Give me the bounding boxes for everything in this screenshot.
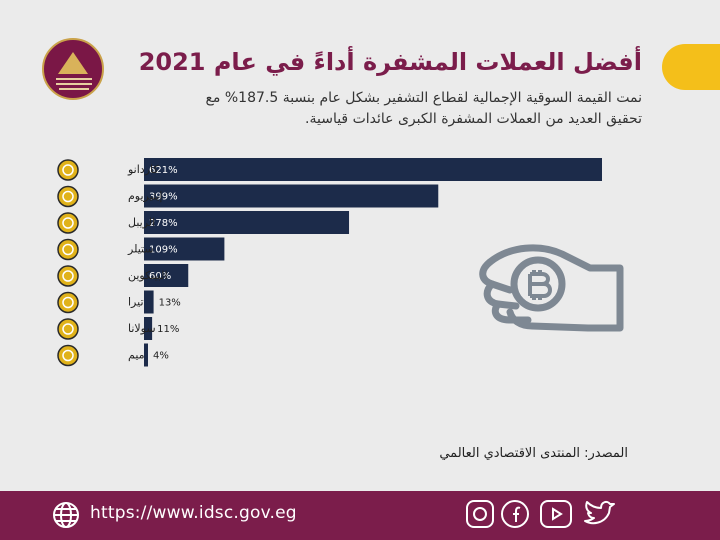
category-label-4: البيتكوين: [128, 269, 168, 282]
bar-1: [144, 184, 439, 208]
category-label-1: إيثيريوم: [128, 190, 162, 203]
coin-icon-3: [57, 238, 79, 261]
globe-icon: [53, 502, 79, 528]
coin-icon-inner-5: [62, 296, 74, 309]
coin-icon-inner-4: [62, 270, 74, 282]
idsc-logo-icon: [42, 38, 104, 100]
twitter-icon[interactable]: [582, 499, 616, 533]
coin-icon-2: [57, 212, 79, 234]
coin-icon-7: [57, 344, 79, 367]
coin-icon-inner-2: [62, 217, 74, 229]
bar-value-label-6: 11%: [157, 324, 179, 335]
page-subtitle: نمت القيمة السوقية الإجمالية لقطاع التشف…: [205, 90, 642, 127]
bar-value-label-0: 621%: [149, 165, 178, 176]
category-label-5: تيرا: [128, 296, 144, 309]
category-label-3: ستيلر: [127, 243, 154, 256]
hand-coin-icon: [479, 244, 624, 332]
accent-tab: [662, 44, 720, 90]
bar-0: [144, 158, 602, 181]
category-label-2: الريبل: [128, 216, 155, 229]
bar-value-label-3: 109%: [149, 245, 178, 256]
category-label-0: كاردانو: [127, 163, 159, 176]
coin-icon-5: [57, 291, 79, 314]
coin-icon-6: [57, 318, 79, 340]
bar-value-label-4: 60%: [149, 271, 171, 282]
category-label-7: ميم: [128, 349, 145, 362]
website-link[interactable]: https://www.idsc.gov.eg: [90, 503, 297, 523]
coin-icon-4: [57, 265, 79, 287]
source-note: المصدر: المنتدى الاقتصادي العالمي: [439, 446, 628, 461]
bar-value-label-1: 399%: [149, 192, 178, 203]
coin-icon-inner-1: [62, 190, 74, 203]
coin-icon-0: [57, 159, 79, 181]
coin-icon-inner-0: [62, 164, 74, 176]
facebook-icon[interactable]: [501, 500, 529, 528]
bar-value-label-2: 278%: [149, 218, 178, 229]
bar-6: [144, 317, 153, 340]
footer-bar: https://www.idsc.gov.eg: [0, 491, 720, 540]
bar-2: [144, 211, 350, 234]
bar-5: [144, 290, 154, 314]
coin-icon-inner-6: [62, 323, 74, 335]
bar-value-label-5: 13%: [159, 298, 181, 309]
bar-value-label-7: 4%: [153, 351, 169, 362]
coin-icon-1: [57, 185, 79, 208]
bar-4: [144, 264, 189, 287]
coin-icon-inner-7: [62, 349, 74, 362]
bar-7: [144, 343, 148, 367]
bar-3: [144, 237, 225, 261]
page-title: أفضل العملات المشفرة أداءً في عام 2021: [138, 48, 642, 76]
youtube-icon[interactable]: [540, 500, 572, 528]
category-label-6: سولانا: [128, 322, 156, 335]
instagram-icon[interactable]: [466, 500, 494, 528]
coin-icon-inner-3: [62, 243, 74, 256]
